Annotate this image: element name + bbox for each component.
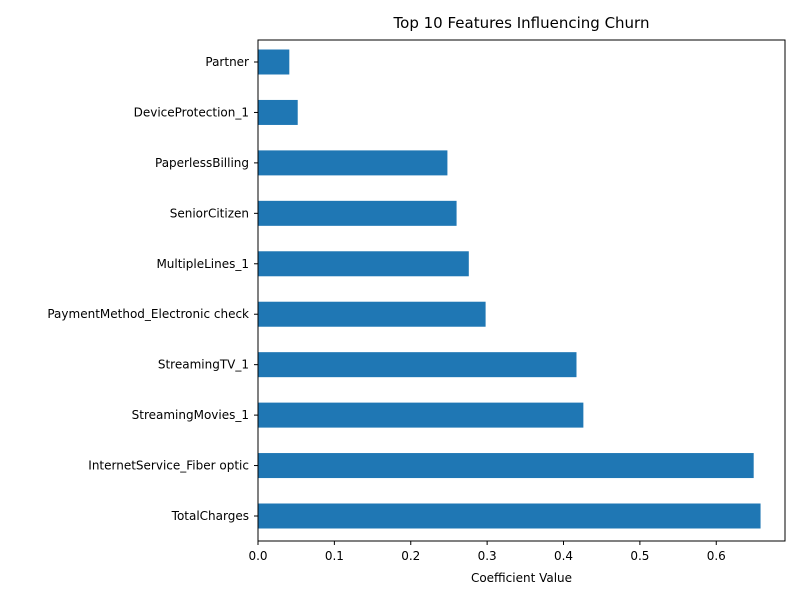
x-tick-label: 0.3 — [478, 549, 497, 563]
bars-layer — [258, 49, 761, 529]
bar-deviceprotection-1 — [258, 99, 298, 125]
y-axis-ticks: Partner DeviceProtection_1 PaperlessBillin… — [47, 55, 258, 523]
bar-multiplelines-1 — [258, 251, 469, 277]
x-axis-ticks: 0.0 0.1 0.2 0.3 0.4 0.5 0.6 — [248, 541, 726, 563]
bar-partner — [258, 49, 290, 75]
y-tick-label: DeviceProtection_1 — [134, 105, 249, 119]
y-tick-label: PaperlessBilling — [155, 156, 249, 170]
bar-streamingtv-1 — [258, 352, 577, 378]
y-tick-label: InternetService_Fiber optic — [88, 459, 249, 473]
bar-totalcharges — [258, 503, 761, 529]
x-tick-label: 0.1 — [325, 549, 344, 563]
chart-title: Top 10 Features Influencing Churn — [393, 14, 650, 32]
x-tick-label: 0.5 — [630, 549, 649, 563]
x-axis-label: Coefficient Value — [471, 571, 572, 585]
y-tick-label: Partner — [205, 55, 249, 69]
x-tick-label: 0.0 — [248, 549, 267, 563]
y-tick-label: MultipleLines_1 — [156, 257, 249, 271]
x-tick-label: 0.2 — [401, 549, 420, 563]
bar-internetservice-fiber-optic — [258, 453, 754, 479]
y-tick-label: PaymentMethod_Electronic check — [47, 307, 249, 321]
bar-paymentmethod-electronic-check — [258, 301, 486, 327]
y-tick-label: StreamingTV_1 — [158, 358, 249, 372]
y-tick-label: TotalCharges — [171, 509, 249, 523]
bar-paperlessbilling — [258, 150, 448, 176]
y-tick-label: StreamingMovies_1 — [132, 408, 249, 422]
plot-area-frame — [257, 39, 786, 542]
y-tick-label: SeniorCitizen — [170, 206, 249, 220]
bar-seniorcitizen — [258, 200, 457, 226]
bar-streamingmovies-1 — [258, 402, 584, 428]
x-tick-label: 0.4 — [554, 549, 573, 563]
x-tick-label: 0.6 — [707, 549, 726, 563]
